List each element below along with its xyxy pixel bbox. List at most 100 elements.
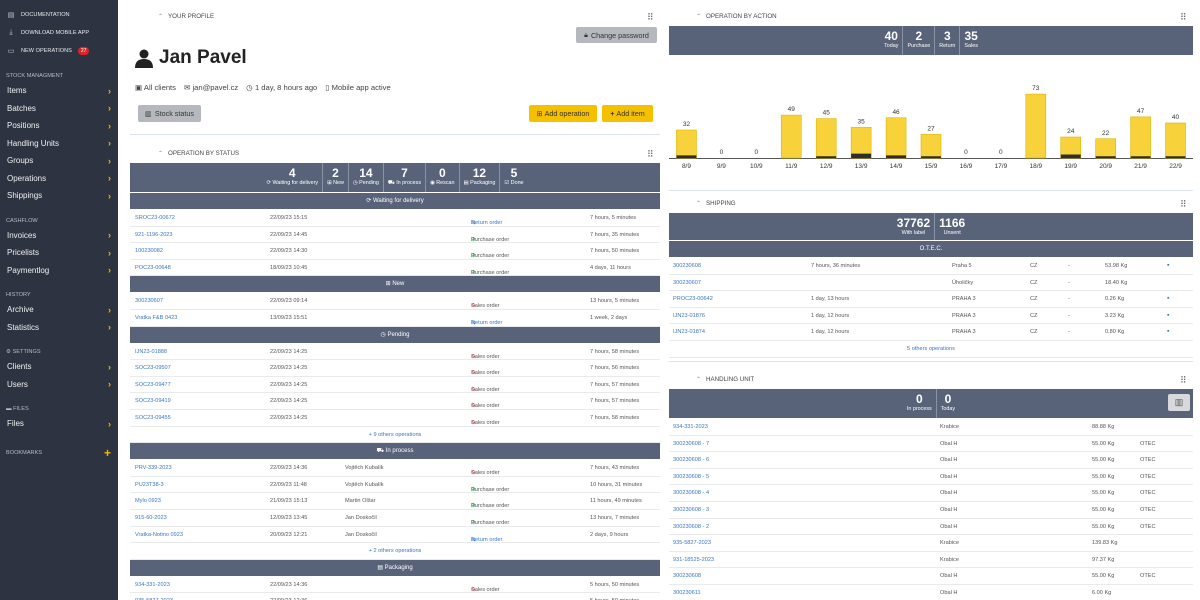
- shipping-code-link[interactable]: PROC23-00642: [673, 296, 713, 303]
- table-row[interactable]: PU23T38-3 22/09/23 11:48 Vojtěch Kubalík ⊕ …: [130, 477, 660, 494]
- chart-bar[interactable]: [780, 114, 802, 159]
- chart-bar[interactable]: [885, 117, 907, 159]
- table-row[interactable]: Mylo 0923 21/09/23 15:13 Martin Olšar ⊕ Pur…: [130, 493, 660, 510]
- operation-code-link[interactable]: Vratka-Notino 0923: [135, 531, 183, 538]
- table-row[interactable]: 300230608 - 4 Obal H 55.00 Kg OTEC: [669, 485, 1193, 502]
- grid-icon[interactable]: ⠿: [1180, 12, 1187, 22]
- stat-cell[interactable]: 3 Return: [935, 26, 961, 55]
- operation-code-link[interactable]: SOC23-09419: [135, 398, 171, 405]
- handling-unit-link[interactable]: 935-5827-2023: [673, 540, 711, 547]
- add-bookmark-icon[interactable]: +: [103, 445, 111, 460]
- grid-icon[interactable]: ⠿: [647, 149, 654, 159]
- shipping-code-link[interactable]: 300230608: [673, 263, 701, 269]
- sidebar-item-pricelists[interactable]: Pricelists ›: [0, 244, 118, 262]
- table-row[interactable]: 934-331-2023 Krabice 88.88 Kg: [669, 419, 1193, 436]
- table-row[interactable]: 300230607 Úholičky CZ - 18.40 Kg: [669, 275, 1193, 292]
- shipping-more-link[interactable]: 5 others operations: [669, 341, 1193, 358]
- operation-code-link[interactable]: 300230607: [135, 298, 163, 305]
- operation-code-link[interactable]: SROC23-00672: [135, 215, 175, 221]
- sidebar-item-items[interactable]: Items ›: [0, 82, 118, 100]
- more-operations-link[interactable]: + 2 others operations: [130, 543, 660, 560]
- table-row[interactable]: SOC23-09455 22/09/23 14:25 ⊖ Sales order 7 …: [130, 410, 660, 427]
- chart-bar[interactable]: [1165, 122, 1186, 159]
- op-action-panel-header[interactable]: ⌃ OPERATION BY ACTION: [696, 13, 777, 20]
- table-row[interactable]: 300230608 - 5 Obal H 55.00 Kg OTEC: [669, 469, 1193, 486]
- grid-icon[interactable]: ⠿: [1180, 199, 1187, 209]
- table-row[interactable]: 100230082 22/09/23 14:30 ⊕ Purchase order 7…: [130, 243, 660, 260]
- handling-unit-link[interactable]: 931-18525-2023: [673, 556, 715, 563]
- stock-status-button[interactable]: ▥ Stock status: [138, 105, 201, 122]
- document-icon[interactable]: ▪: [1167, 328, 1170, 336]
- table-row[interactable]: 300230608 7 hours, 36 minutes Praha 5 CZ - 53…: [669, 258, 1193, 275]
- stat-cell[interactable]: 14 ◷ Pending: [349, 163, 384, 192]
- add-operation-button[interactable]: ⊞ Add operation: [529, 105, 597, 122]
- sidebar-item-handling-units[interactable]: Handling Units ›: [0, 135, 118, 153]
- document-icon[interactable]: ▪: [1167, 311, 1170, 319]
- operation-code-link[interactable]: SOC23-09455: [135, 414, 171, 421]
- chart-bar[interactable]: [1095, 138, 1116, 159]
- stat-cell[interactable]: 35 Sales: [960, 26, 982, 55]
- sidebar-item-invoices[interactable]: Invoices ›: [0, 227, 118, 245]
- grid-icon[interactable]: ⠿: [1180, 375, 1187, 385]
- table-row[interactable]: SOC23-09507 22/09/23 14:25 ⊖ Sales order 7 …: [130, 360, 660, 377]
- stat-cell[interactable]: 37762 With label: [893, 213, 936, 240]
- operation-code-link[interactable]: 934-331-2023: [135, 581, 170, 588]
- profile-panel-header[interactable]: ⌃ YOUR PROFILE: [158, 13, 214, 20]
- stat-cell[interactable]: 5 ☑ Done: [500, 163, 527, 192]
- stat-cell[interactable]: 0 ◉ Rescan: [426, 163, 460, 192]
- table-row[interactable]: PROC23-00642 1 day, 13 hours PRAHA 3 CZ - 0.2…: [669, 291, 1193, 308]
- document-icon[interactable]: ▪: [1167, 262, 1170, 269]
- handling-unit-link[interactable]: 300230611: [673, 589, 701, 596]
- chart-bar[interactable]: [920, 134, 942, 159]
- table-row[interactable]: IJN23-01876 1 day, 12 hours PRAHA 3 CZ - 3.23…: [669, 308, 1193, 325]
- sidebar-item-clients[interactable]: Clients ›: [0, 358, 118, 376]
- chart-bar[interactable]: [1130, 116, 1151, 159]
- table-row[interactable]: 300230608 Obal H 55.00 Kg OTEC: [669, 568, 1193, 585]
- operation-code-link[interactable]: IJN23-01888: [135, 348, 168, 355]
- sidebar-item-paymentlog[interactable]: Paymentlog ›: [0, 262, 118, 280]
- stat-cell[interactable]: 40 Today: [880, 26, 904, 55]
- sidebar-link-new-operations[interactable]: ▭ NEW OPERATIONS 27: [0, 42, 118, 60]
- table-row[interactable]: 300230611 Obal H 6.00 Kg: [669, 585, 1193, 600]
- operation-code-link[interactable]: POC23-00648: [135, 264, 171, 271]
- stat-cell[interactable]: 7 ⛟ In process: [384, 163, 427, 192]
- stat-cell[interactable]: 2 ⊞ New: [323, 163, 349, 192]
- table-row[interactable]: 935-5827-2023 Krabice 139.83 Kg: [669, 535, 1193, 552]
- handling-unit-link[interactable]: 300230608 - 4: [673, 490, 710, 497]
- table-row[interactable]: 934-331-2023 22/09/23 14:36 ⊖ Sales order 5…: [130, 577, 660, 594]
- sidebar-item-users[interactable]: Users ›: [0, 376, 118, 394]
- change-password-button[interactable]: 🔒︎ Change password: [576, 27, 657, 43]
- sidebar-item-files[interactable]: Files ›: [0, 415, 118, 433]
- chart-bar[interactable]: [815, 118, 837, 159]
- table-row[interactable]: 921-1196-2023 22/09/23 14:45 ⊕ Purchase or…: [130, 227, 660, 244]
- handling-unit-link[interactable]: 300230608 - 5: [673, 473, 710, 480]
- operation-code-link[interactable]: PU23T38-3: [135, 481, 164, 488]
- table-row[interactable]: 931-18525-2023 Krabice 97.37 Kg: [669, 552, 1193, 569]
- sidebar-item-archive[interactable]: Archive ›: [0, 301, 118, 319]
- handling-unit-link[interactable]: 300230608 - 2: [673, 523, 710, 530]
- shipping-code-link[interactable]: IJN23-01874: [673, 329, 706, 336]
- chart-bar[interactable]: [1025, 93, 1047, 159]
- sidebar-item-groups[interactable]: Groups ›: [0, 152, 118, 170]
- table-row[interactable]: 300230608 - 7 Obal H 55.00 Kg OTEC: [669, 436, 1193, 453]
- add-item-button[interactable]: + Add item: [602, 105, 653, 122]
- stat-cell[interactable]: 1166 Unsent: [935, 213, 969, 240]
- table-row[interactable]: SROC23-00672 22/09/23 15:15 ⇆ Return order…: [130, 210, 660, 227]
- operation-code-link[interactable]: SOC23-09477: [135, 381, 171, 388]
- chart-bar[interactable]: [850, 127, 872, 159]
- table-row[interactable]: 300230607 22/09/23 09:14 ⊖ Sales order 13 h…: [130, 293, 660, 310]
- operation-code-link[interactable]: 935-5827-2023: [135, 598, 173, 600]
- stat-cell[interactable]: 12 ▤ Packaging: [460, 163, 501, 192]
- handling-unit-link[interactable]: 300230608 - 6: [673, 457, 710, 464]
- stat-cell[interactable]: 4 ⟳ Waiting for delivery: [262, 163, 324, 192]
- handling-unit-link[interactable]: 300230608 - 3: [673, 506, 710, 513]
- operation-code-link[interactable]: Vratka F&B 0423: [135, 314, 178, 321]
- handling-panel-header[interactable]: ⌃ HANDLING UNIT: [696, 376, 754, 383]
- shipping-panel-header[interactable]: ⌃ SHIPPING: [696, 200, 736, 207]
- handling-unit-link[interactable]: 300230608: [673, 573, 701, 580]
- sidebar-item-shippings[interactable]: Shippings ›: [0, 187, 118, 205]
- operation-code-link[interactable]: 921-1196-2023: [135, 231, 173, 238]
- sidebar-item-operations[interactable]: Operations ›: [0, 170, 118, 188]
- handling-unit-link[interactable]: 934-331-2023: [673, 424, 708, 430]
